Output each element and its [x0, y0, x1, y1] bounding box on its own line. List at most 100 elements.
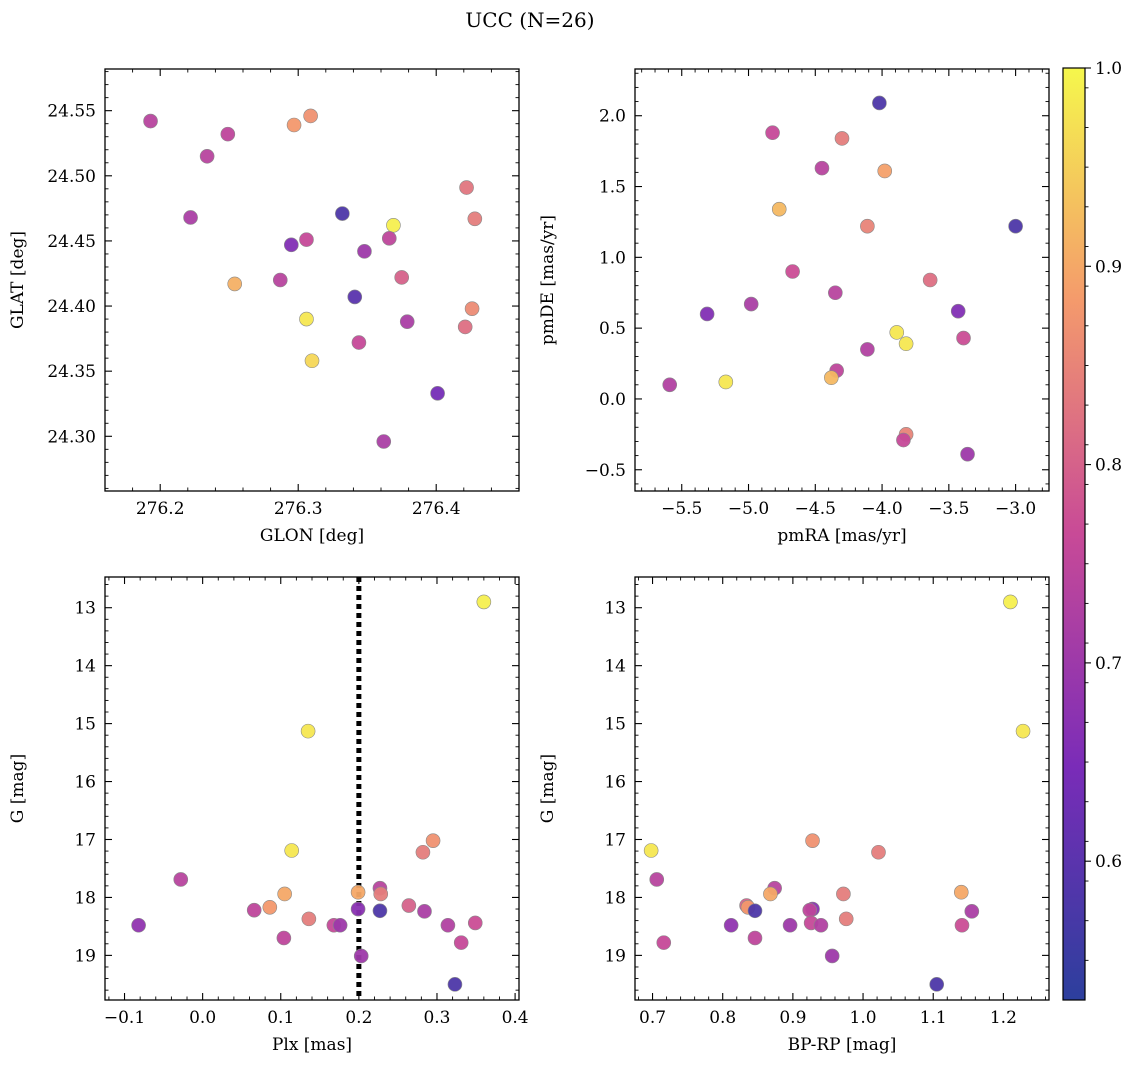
y-axis-label: G [mag] — [538, 754, 558, 823]
axes-frame — [104, 68, 520, 492]
y-tick-label: 16 — [604, 773, 626, 793]
panel-glon-glat: 276.2 276.3 276.4 24.30 24.35 24.40 24.45 24.50… — [8, 68, 520, 546]
scatter-point — [872, 95, 887, 111]
y-tick-label: 24.50 — [47, 167, 96, 187]
scatter-point — [877, 163, 893, 179]
x-tick-label: 0.8 — [709, 1008, 736, 1028]
colorbar-tick-label: 1.0 — [1095, 59, 1122, 79]
y-tick-label: 17 — [604, 830, 626, 850]
x-tick-label: 276.2 — [136, 499, 185, 519]
scatter-point — [304, 353, 320, 369]
scatter-point — [173, 872, 189, 887]
x-tick-label: 1.1 — [920, 1008, 947, 1028]
scatter-point — [771, 201, 787, 217]
scatter-point — [956, 330, 971, 346]
x-tick-label: −0.1 — [104, 1008, 145, 1028]
scatter-point — [303, 108, 318, 124]
scatter-point — [353, 948, 369, 964]
scatter-point — [649, 872, 665, 887]
scatter-point — [131, 917, 146, 933]
x-tick-label: 0.0 — [189, 1008, 216, 1028]
scatter-point — [401, 898, 417, 913]
scatter-point — [765, 125, 780, 141]
colorbar-ticks: 0.6 0.7 0.8 0.9 1.0 — [1085, 59, 1122, 961]
scatter-point — [871, 844, 886, 860]
scatter-point — [898, 336, 914, 352]
scatter-point — [860, 342, 875, 357]
x-tick-label: −3.0 — [995, 499, 1036, 519]
axes-frame — [104, 576, 520, 1001]
scatter-point — [824, 370, 839, 386]
scatter-point — [813, 917, 829, 933]
scatter-point — [805, 833, 820, 848]
scatter-point — [896, 432, 911, 448]
x-tick-label: −5.0 — [728, 499, 769, 519]
x-axis-label: pmRA [mas/yr] — [777, 526, 906, 546]
scatter-point — [447, 977, 463, 992]
figure-title: UCC (N=26) — [465, 8, 594, 32]
x-tick-label: 276.4 — [412, 499, 461, 519]
y-axis-label: G [mag] — [8, 754, 28, 823]
scatter-point — [860, 218, 875, 234]
scatter-point — [373, 886, 389, 902]
scatter-point — [351, 335, 367, 350]
y-tick-label: 24.40 — [47, 297, 96, 317]
scatter-point — [350, 884, 366, 900]
scatter-point — [467, 211, 483, 227]
scatter-point — [299, 232, 314, 247]
y-tick-label: 1.0 — [599, 248, 626, 268]
y-tick-label: 14 — [604, 657, 626, 677]
scatter-point — [284, 843, 299, 858]
scatter-point — [332, 917, 348, 933]
scatter-point — [922, 272, 938, 288]
y-axis-label: pmDE [mas/yr] — [538, 215, 558, 345]
scatter-point — [889, 325, 905, 340]
y-tick-label: 19 — [74, 946, 96, 966]
x-tick-label: 276.3 — [274, 499, 323, 519]
scatter-point — [802, 902, 818, 918]
scatter-point — [272, 272, 288, 288]
scatter-point — [814, 160, 830, 176]
y-tick-label: 24.30 — [47, 427, 96, 447]
scatter-point — [476, 594, 492, 610]
scatter-point — [246, 902, 262, 918]
y-tick-label: 18 — [74, 888, 96, 908]
scatter-point — [467, 915, 483, 931]
scatter-point — [381, 231, 397, 246]
scatter-point — [277, 886, 292, 902]
scatter-point — [960, 446, 975, 462]
scatter-point — [953, 884, 969, 900]
y-tick-label: 18 — [604, 888, 626, 908]
x-tick-label: 0.7 — [639, 1008, 666, 1028]
scatter-point — [183, 210, 198, 225]
scatter-point — [376, 434, 392, 449]
scatter-point — [950, 303, 966, 319]
scatter-point — [143, 113, 158, 129]
scatter-point — [262, 899, 278, 915]
scatter-point — [459, 180, 474, 195]
x-tick-label: 0.4 — [502, 1008, 529, 1028]
scatter-point — [357, 244, 372, 259]
y-tick-label: 1.5 — [599, 178, 626, 198]
scatter-point — [220, 126, 236, 142]
y-tick-label: 16 — [74, 773, 96, 793]
scatter-point — [828, 285, 843, 301]
y-tick-label: 24.35 — [47, 362, 96, 382]
scatter-point — [656, 935, 672, 950]
scatter-point — [785, 264, 800, 279]
colorbar-tick-label: 0.6 — [1095, 852, 1122, 872]
colorbar-tick-label: 0.8 — [1095, 456, 1122, 476]
x-tick-label: 0.3 — [423, 1008, 450, 1028]
scatter-point — [372, 903, 388, 919]
scatter-point — [464, 301, 480, 316]
scatter-point — [457, 319, 473, 335]
scatter-point — [1015, 723, 1031, 739]
scatter-point — [662, 377, 678, 393]
scatter-point — [782, 917, 798, 933]
scatter-point — [299, 311, 314, 327]
y-tick-label: 24.55 — [47, 102, 96, 122]
y-tick-label: 0.0 — [599, 390, 626, 410]
scatter-point — [399, 314, 415, 329]
scatter-point — [394, 270, 410, 285]
